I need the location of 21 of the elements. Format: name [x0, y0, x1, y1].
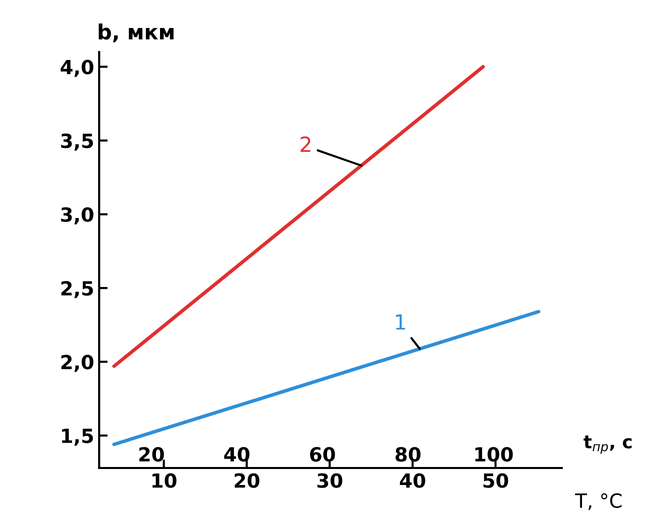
y-tick-label: 3,0	[61, 207, 94, 224]
y-tick-label: 2,0	[61, 354, 94, 372]
text: 2	[300, 136, 310, 152]
y-tick-label: 3,5	[61, 133, 93, 151]
x-tick-label: 20	[234, 473, 260, 488]
x2-tick-label: 20	[139, 447, 164, 462]
y-axis-title: b, мкм	[98, 24, 174, 42]
x-axis-title: T, °C	[575, 493, 622, 510]
x2-axis-title: t$_{пр}$, с	[584, 436, 632, 454]
x2-tick-label: 80	[396, 447, 420, 462]
y-tick-label: 4,0	[60, 60, 94, 77]
y-tick-label: 1,5	[62, 428, 93, 446]
x-tick-label: 40	[400, 473, 426, 488]
x2-tick-label: 60	[310, 447, 335, 462]
series-label: 1	[396, 314, 406, 330]
y-tick-label: 2,5	[61, 280, 93, 298]
x-tick-label: 10	[152, 473, 176, 488]
x-tick-label: 30	[317, 473, 342, 488]
x2-tick-label: 100	[475, 447, 513, 462]
x2-tick-label: 40	[224, 447, 250, 462]
x-tick-label: 50	[483, 473, 508, 488]
